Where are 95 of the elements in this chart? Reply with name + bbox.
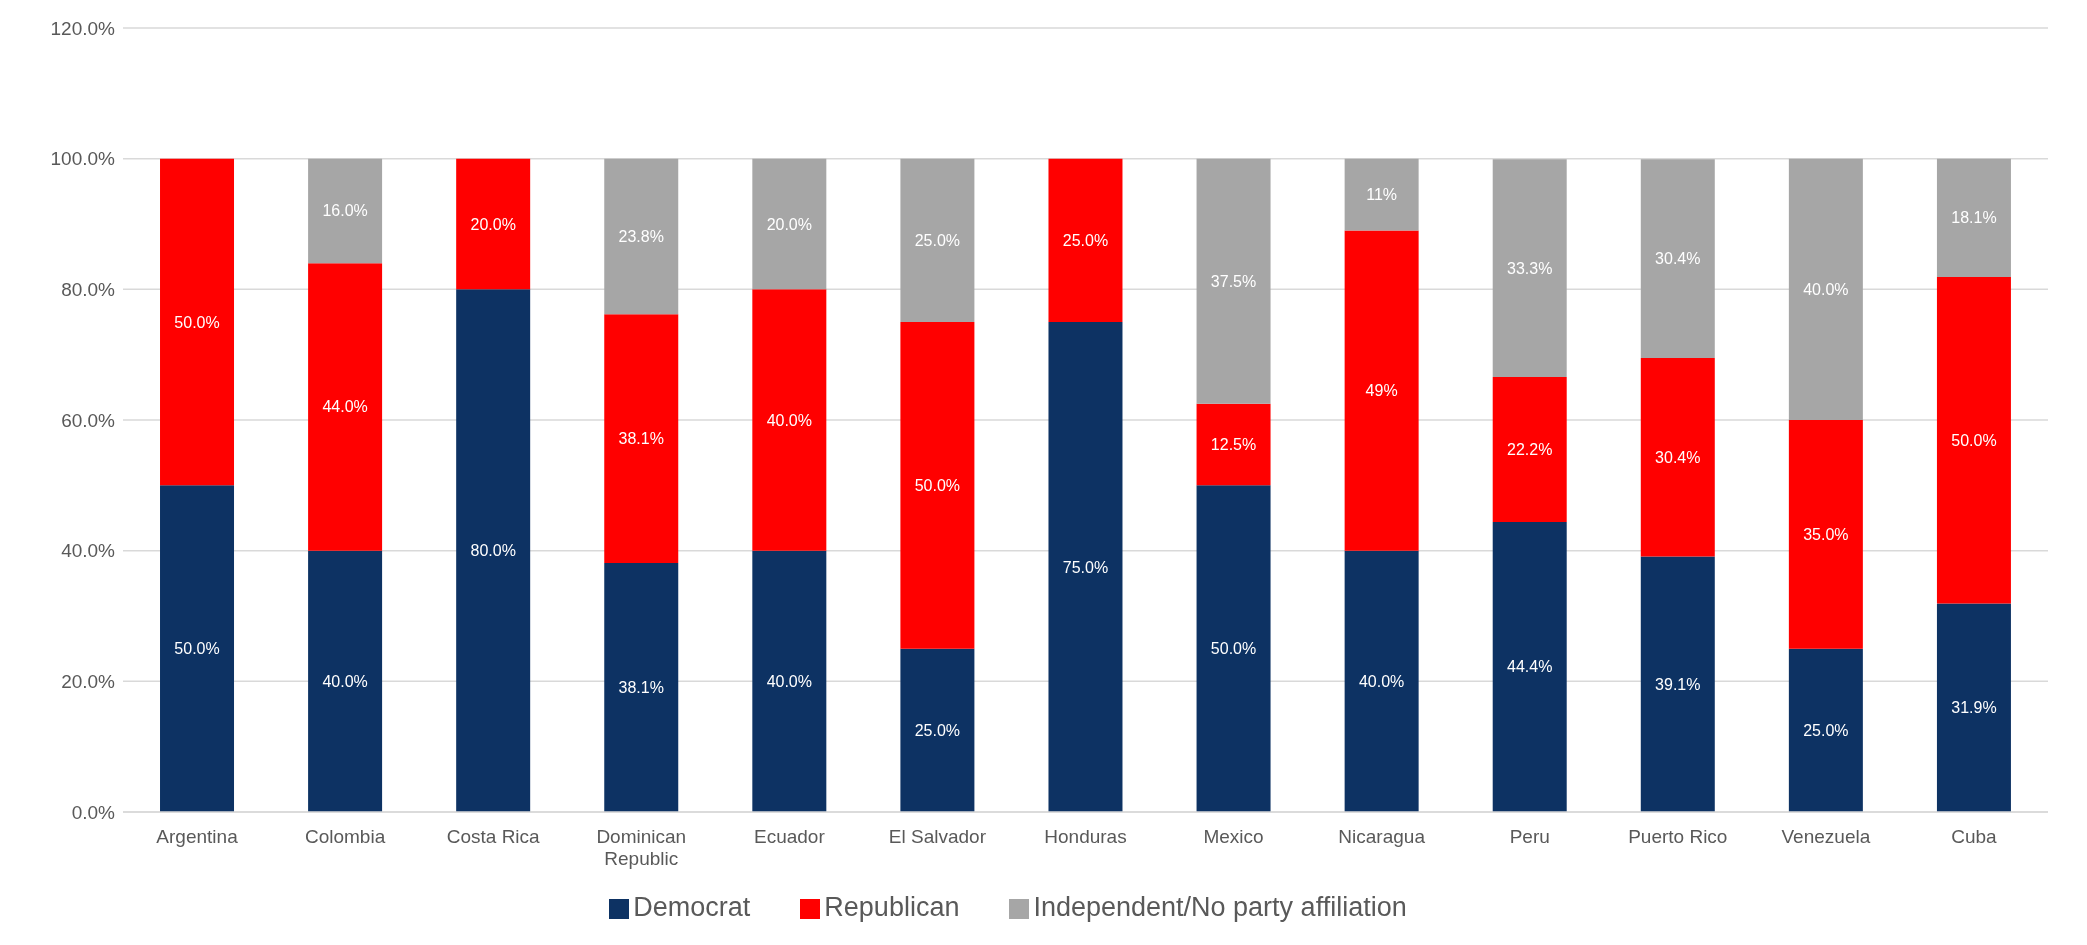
y-tick-label: 80.0% xyxy=(61,279,116,301)
data-label: 38.1% xyxy=(618,679,664,697)
bar xyxy=(1492,521,1567,812)
data-label: 11% xyxy=(1366,186,1398,204)
bar xyxy=(1936,158,2011,277)
bar xyxy=(1344,158,1419,231)
bar xyxy=(752,550,827,812)
data-label: 40.0% xyxy=(766,672,813,690)
data-label: 44.0% xyxy=(322,398,368,416)
bar xyxy=(1640,357,1715,557)
y-tick-label: 20.0% xyxy=(61,671,116,693)
x-tick-label: El Salvador xyxy=(888,826,987,848)
bar xyxy=(1788,158,1863,420)
bar xyxy=(456,158,531,290)
data-label: 31.9% xyxy=(1951,699,1997,717)
data-label: 49% xyxy=(1365,382,1398,400)
data-label: 25.0% xyxy=(1803,721,1849,739)
data-label: 50.0% xyxy=(174,640,220,658)
data-label: 44.4% xyxy=(1507,658,1553,676)
bar xyxy=(1048,158,1123,322)
bar xyxy=(1640,159,1715,358)
data-label: 23.8% xyxy=(618,227,664,245)
bar xyxy=(1344,550,1419,812)
data-label: 25.0% xyxy=(914,231,961,249)
data-label: 40.0% xyxy=(322,672,368,690)
bar xyxy=(456,289,531,812)
legend-label: Independent/No party affiliation xyxy=(1033,892,1407,922)
bar xyxy=(1492,376,1567,522)
x-tick-label: Colombia xyxy=(304,826,386,848)
bar xyxy=(604,314,679,564)
bar xyxy=(1048,322,1123,812)
data-label: 80.0% xyxy=(470,542,516,560)
x-tick-label: Puerto Rico xyxy=(1628,826,1728,848)
bar xyxy=(308,263,383,551)
x-tick-label: Argentina xyxy=(156,826,239,848)
data-label: 25.0% xyxy=(914,721,961,739)
bar xyxy=(308,550,383,812)
x-tick-label: Costa Rica xyxy=(446,826,541,848)
bar xyxy=(1196,403,1271,486)
bar xyxy=(308,158,383,264)
bar xyxy=(900,322,975,649)
bar xyxy=(1788,648,1863,812)
bar xyxy=(604,158,679,315)
data-label: 12.5% xyxy=(1210,436,1257,453)
data-label: 40.0% xyxy=(1803,280,1849,298)
data-label: 40.0% xyxy=(1358,672,1405,690)
data-label: 22.2% xyxy=(1507,440,1553,458)
data-label: 37.5% xyxy=(1210,272,1257,290)
bar xyxy=(900,158,975,322)
data-label: 40.0% xyxy=(766,411,813,429)
data-label: 30.4% xyxy=(1655,250,1701,268)
bar xyxy=(160,485,235,812)
legend-label: Republican xyxy=(824,892,960,922)
y-tick-label: 120.0% xyxy=(50,17,116,39)
bar xyxy=(1492,159,1567,377)
data-label: 16.0% xyxy=(322,202,368,220)
x-tick-label: Peru xyxy=(1509,826,1550,848)
bar xyxy=(1936,603,2011,812)
x-tick-label: Honduras xyxy=(1044,826,1127,848)
data-label: 30.4% xyxy=(1655,448,1701,466)
bar xyxy=(752,289,827,551)
x-tick-label: Dominican Republic xyxy=(596,826,687,869)
bar xyxy=(1196,158,1271,404)
legend-label: Democrat xyxy=(633,892,751,922)
data-label: 75.0% xyxy=(1062,558,1109,576)
data-label: 38.1% xyxy=(618,430,664,448)
y-tick-label: 60.0% xyxy=(61,409,116,431)
data-label: 50.0% xyxy=(1951,431,1997,449)
data-label: 20.0% xyxy=(766,215,813,233)
bar xyxy=(1788,420,1863,649)
data-label: 39.1% xyxy=(1655,675,1701,693)
data-label: 50.0% xyxy=(174,313,220,331)
bar xyxy=(900,648,975,812)
y-tick-label: 40.0% xyxy=(61,540,116,562)
bar xyxy=(1196,485,1271,812)
data-label: 20.0% xyxy=(470,215,516,233)
x-tick-label: Nicaragua xyxy=(1338,826,1426,848)
y-tick-label: 0.0% xyxy=(71,801,116,823)
data-label: 25.0% xyxy=(1062,231,1109,249)
data-label: 18.1% xyxy=(1951,209,1997,227)
x-tick-label: Venezuela xyxy=(1781,826,1871,848)
bar xyxy=(1936,276,2011,604)
bar xyxy=(1344,230,1419,551)
bar xyxy=(604,563,679,812)
data-label: 50.0% xyxy=(1210,640,1257,658)
data-label: 35.0% xyxy=(1803,525,1849,543)
y-tick-label: 100.0% xyxy=(50,148,116,170)
bar xyxy=(1640,556,1715,812)
x-tick-label: Cuba xyxy=(1951,826,1998,848)
bar xyxy=(160,158,235,486)
bar xyxy=(752,158,827,290)
data-label: 50.0% xyxy=(914,476,961,494)
x-tick-label: Ecuador xyxy=(753,826,826,848)
x-tick-label: Mexico xyxy=(1203,826,1264,848)
data-label: 33.3% xyxy=(1507,259,1553,277)
